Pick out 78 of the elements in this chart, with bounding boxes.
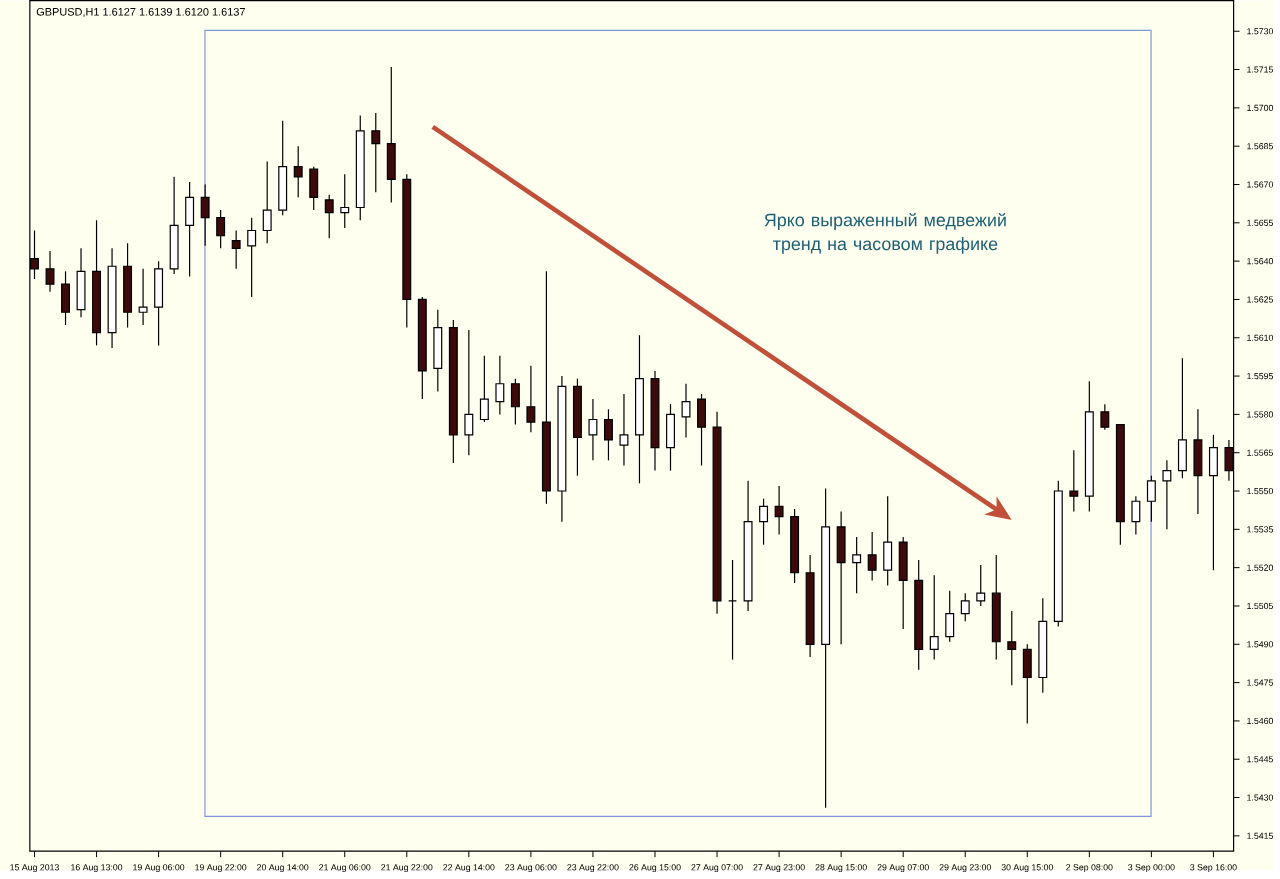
- candlestick: [929, 574, 939, 661]
- x-tick-label: 22 Aug 14:00: [443, 864, 495, 873]
- candlestick: [510, 378, 520, 426]
- candlestick: [1162, 459, 1172, 531]
- x-tick-label: 23 Aug 06:00: [505, 864, 557, 873]
- x-tick-label: 20 Aug 14:00: [257, 864, 309, 873]
- candlestick: [960, 592, 970, 623]
- y-tick-label: 1.5580: [1247, 411, 1274, 418]
- candlestick: [138, 268, 148, 326]
- y-tick-label: 1.5730: [1247, 28, 1274, 35]
- x-tick-label: 19 Aug 06:00: [133, 864, 185, 873]
- candlestick: [464, 329, 474, 456]
- candlestick: [479, 355, 489, 423]
- x-tick-label: 19 Aug 22:00: [195, 864, 247, 873]
- candlestick: [867, 531, 877, 582]
- candlestick: [681, 383, 691, 439]
- x-tick-label: 21 Aug 22:00: [381, 864, 433, 873]
- candlestick: [1100, 403, 1110, 431]
- candlestick: [324, 194, 334, 239]
- candlestick: [495, 355, 505, 416]
- y-tick-label: 1.5715: [1247, 66, 1273, 73]
- x-tick-label: 3 Sep 00:00: [1128, 864, 1175, 873]
- y-tick-label: 1.5415: [1247, 832, 1273, 840]
- x-tick-label: 23 Aug 22:00: [567, 864, 619, 873]
- y-tick-label: 1.5595: [1247, 373, 1273, 380]
- x-tick-label: 29 Aug 23:00: [939, 864, 991, 873]
- y-tick-label: 1.5685: [1247, 143, 1273, 150]
- candlestick: [216, 209, 226, 250]
- x-tick-label: 26 Aug 15:00: [629, 864, 681, 873]
- text: GBPUSD,H1 1.6127 1.6139 1.6120 1.6137: [36, 8, 245, 18]
- y-tick-label: 1.5445: [1247, 756, 1273, 763]
- candlestick: [231, 230, 241, 270]
- x-tick-label: 28 Aug 15:00: [815, 864, 867, 873]
- candlestick: [45, 250, 55, 293]
- candlestick: [945, 590, 955, 643]
- candlestick: [371, 112, 381, 193]
- candlestick: [1069, 449, 1079, 513]
- candlestick: [1007, 610, 1017, 686]
- annotation: Ярко выраженный медвежий тренд на часовом графике: [764, 213, 1006, 254]
- y-tick-label: 1.5700: [1247, 104, 1274, 112]
- candlestick: [200, 184, 210, 247]
- y-tick-label: 1.5550: [1247, 488, 1274, 495]
- y-tick-label: 1.5640: [1247, 258, 1274, 265]
- y-tick-label: 1.5565: [1247, 449, 1273, 456]
- x-tick-label: 21 Aug 06:00: [319, 864, 371, 873]
- candlestick: [1131, 495, 1141, 536]
- candlestick: [852, 536, 862, 594]
- x-tick-label: 27 Aug 07:00: [691, 864, 743, 873]
- y-tick-label: 1.5520: [1247, 564, 1274, 571]
- candlestick: [526, 365, 536, 433]
- candlestick: [588, 398, 598, 462]
- y-tick-label: 1.5535: [1247, 526, 1273, 533]
- x-tick-label: 2 Sep 08:00: [1066, 864, 1113, 873]
- candlestick: [340, 173, 350, 229]
- candlestick: [1146, 475, 1156, 523]
- candlestick: [247, 217, 257, 298]
- x-tick-label: 27 Aug 23:00: [753, 864, 805, 873]
- y-tick-label: 1.5610: [1247, 334, 1274, 341]
- y-tick-label: 1.5505: [1247, 602, 1273, 610]
- candlestick: [262, 161, 272, 244]
- x-tick-label: 15 Aug 2013: [10, 864, 59, 873]
- y-tick-label: 1.5475: [1247, 679, 1273, 686]
- y-tick-label: 1.5430: [1247, 794, 1274, 801]
- x-tick-label: 30 Aug 15:00: [1001, 864, 1053, 873]
- y-tick-label: 1.5670: [1247, 181, 1274, 188]
- y-tick-label: 1.5490: [1247, 641, 1274, 648]
- x-tick-label: 16 Aug 13:00: [71, 864, 123, 873]
- y-tick-label: 1.5625: [1247, 296, 1273, 303]
- candlestick: [293, 145, 303, 198]
- candlestick: [619, 393, 629, 467]
- y-tick-label: 1.5655: [1247, 219, 1273, 227]
- candlestick: [603, 408, 613, 462]
- y-tick-label: 1.5460: [1247, 717, 1274, 725]
- x-tick-label: 29 Aug 07:00: [877, 864, 929, 873]
- x-tick-label: 3 Sep 16:00: [1190, 864, 1237, 873]
- candlestick: [976, 564, 986, 607]
- candlestick: [759, 498, 769, 546]
- candlestick: [774, 485, 784, 536]
